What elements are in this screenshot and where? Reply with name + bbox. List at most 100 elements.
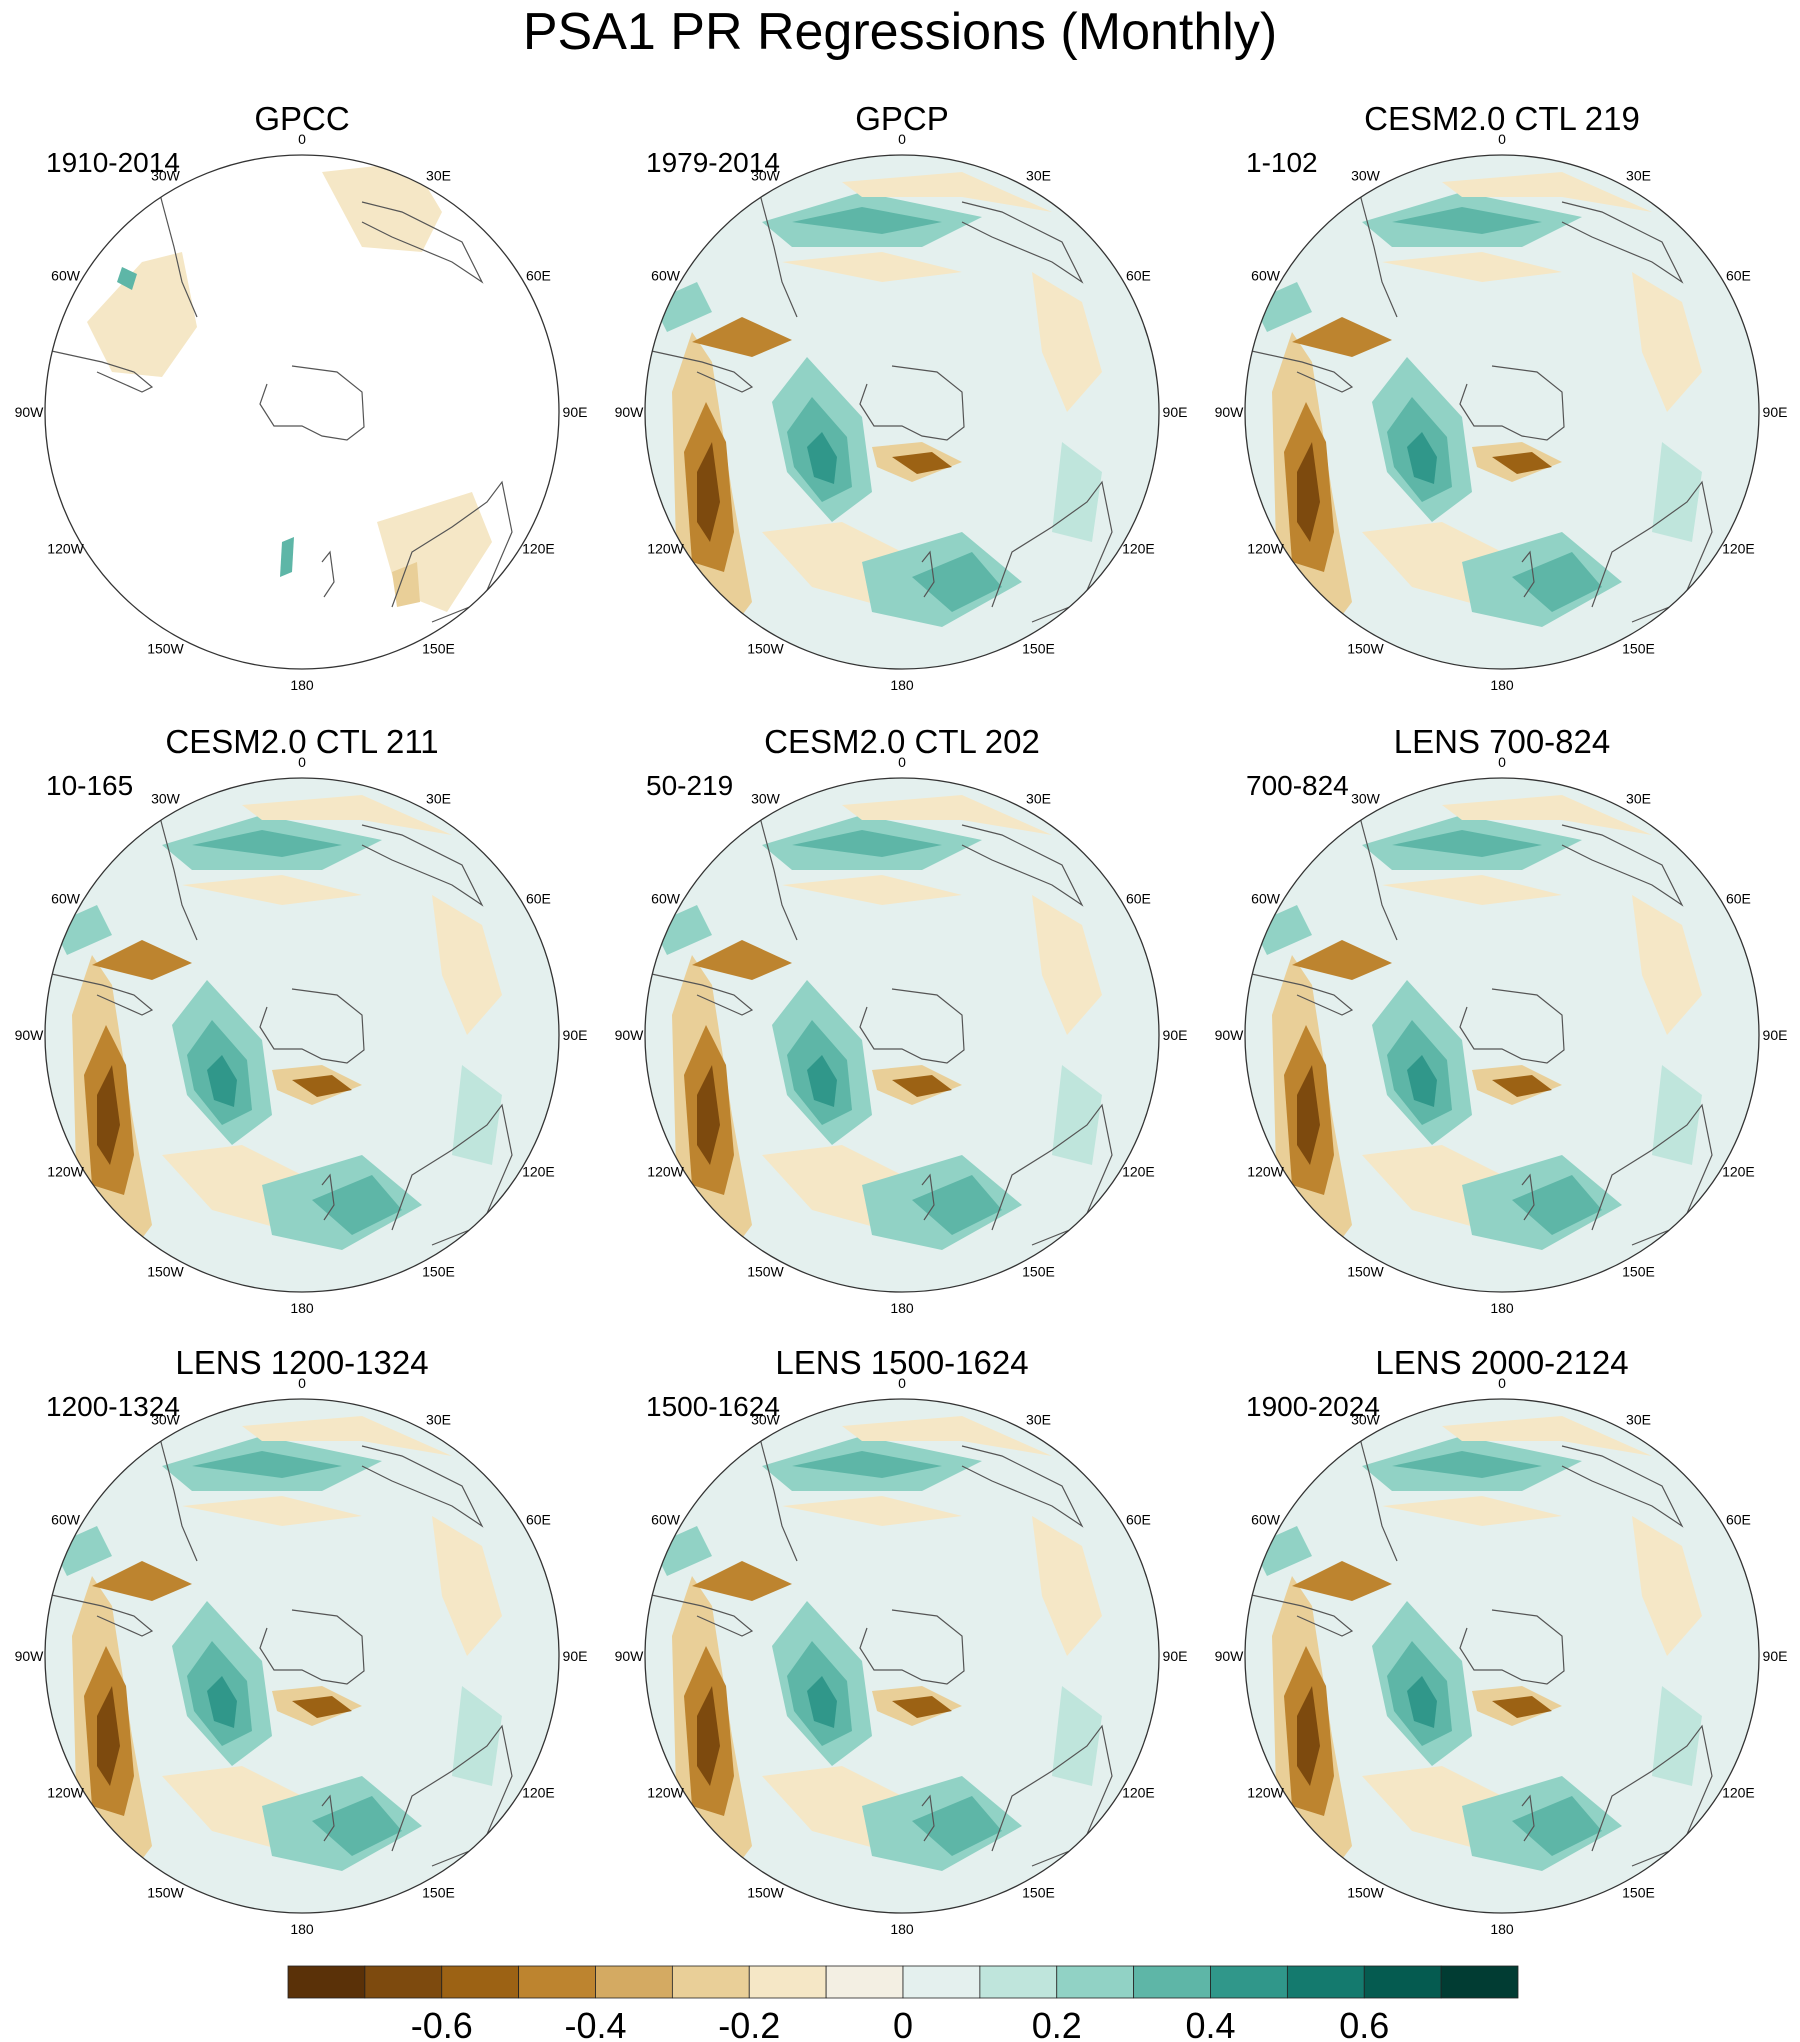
field-contour — [1382, 1496, 1562, 1526]
longitude-label: 120W — [47, 1164, 84, 1180]
colorbar-swatch — [1440, 1965, 1519, 1999]
coastline — [46, 972, 154, 1016]
coastline — [1521, 1173, 1535, 1221]
map-panel: CESM2.0 CTL 219 1-102 0 30E 60E 90E 120E 150E 18… — [1215, 100, 1788, 693]
map-boundary — [1244, 154, 1760, 670]
field-contour — [292, 1075, 352, 1097]
longitude-label: 30E — [1626, 168, 1651, 184]
regression-field — [1245, 155, 1759, 669]
coastline — [859, 1609, 965, 1685]
field-contour — [1442, 795, 1652, 835]
longitude-label: 30W — [751, 168, 781, 184]
coastline — [46, 349, 154, 393]
colorbar-swatch — [441, 1965, 520, 1999]
field-contour — [432, 895, 502, 1035]
field-contour — [912, 552, 1002, 612]
longitude-label: 90W — [15, 1027, 45, 1043]
longitude-label: 30E — [1026, 1412, 1051, 1428]
figure-title: PSA1 PR Regressions (Monthly) — [522, 3, 1278, 61]
field-contour — [1652, 1065, 1702, 1165]
longitude-label: 120E — [1722, 541, 1755, 557]
field-contour — [807, 1676, 837, 1728]
longitude-label: 150E — [422, 1884, 455, 1900]
colorbar: -0.6 -0.4 -0.2 0 0.2 0.4 0.6 — [287, 1965, 1519, 2042]
field-contour — [912, 1175, 1002, 1235]
field-contour — [1512, 1175, 1602, 1235]
regression-field — [45, 778, 559, 1292]
field-contour — [1032, 272, 1102, 412]
colorbar-tick-label: -0.4 — [564, 2005, 626, 2042]
field-contour — [842, 795, 1052, 835]
longitude-label: 150W — [147, 640, 184, 656]
colorbar-tick-label: -0.6 — [411, 2005, 473, 2042]
field-contour — [692, 940, 792, 980]
field-contour — [312, 1796, 402, 1856]
field-contour — [1032, 1516, 1102, 1656]
coastline — [321, 550, 335, 598]
field-contour — [87, 252, 197, 377]
coastline — [1561, 1445, 1684, 1528]
colorbar-swatch — [1286, 1965, 1365, 1999]
field-contour — [912, 1796, 1002, 1856]
longitude-label: 60W — [1251, 1512, 1281, 1528]
colorbar-swatch — [979, 1965, 1058, 1999]
coastline — [921, 1173, 935, 1221]
coastline — [361, 201, 484, 284]
longitude-label: 60E — [1726, 268, 1751, 284]
map-boundary — [644, 777, 1160, 1293]
longitude-label: 150E — [422, 640, 455, 656]
colorbar-swatch — [1056, 1965, 1135, 1999]
coastline — [646, 1593, 754, 1637]
longitude-label: 0 — [1498, 1375, 1506, 1391]
field-contour — [1652, 1686, 1702, 1786]
colorbar-tick-label: 0.2 — [1032, 2005, 1082, 2042]
colorbar-swatch — [1133, 1965, 1211, 1999]
field-contour — [1382, 252, 1562, 282]
longitude-label: 90W — [615, 1027, 645, 1043]
coastline — [1459, 1609, 1565, 1685]
colorbar-swatch — [902, 1965, 981, 1999]
longitude-label: 90E — [563, 404, 588, 420]
panel-period: 50-219 — [646, 770, 733, 801]
field-contour — [280, 537, 294, 577]
longitude-label: 60E — [526, 1512, 551, 1528]
panel-title: LENS 1500-1624 — [775, 1344, 1028, 1381]
coastline — [1459, 365, 1565, 441]
map-panel: LENS 1200-1324 1200-1324 0 30E 60E 90E 120E 150… — [15, 1344, 588, 1937]
longitude-label: 180 — [1490, 1300, 1514, 1316]
longitude-label: 180 — [890, 1921, 914, 1937]
field-contour — [207, 1676, 237, 1728]
field-contour — [652, 282, 712, 332]
longitude-label: 180 — [290, 1300, 314, 1316]
longitude-label: 120W — [1247, 1785, 1284, 1801]
longitude-label: 30W — [151, 168, 181, 184]
regression-field — [1245, 1399, 1759, 1913]
longitude-label: 120W — [1247, 541, 1284, 557]
longitude-label: 120E — [1122, 1785, 1155, 1801]
longitude-label: 180 — [1490, 1921, 1514, 1937]
longitude-label: 90W — [1215, 1027, 1245, 1043]
panel-title: LENS 2000-2124 — [1375, 1344, 1628, 1381]
longitude-label: 0 — [1498, 131, 1506, 147]
longitude-label: 180 — [1490, 677, 1514, 693]
regression-field — [1245, 778, 1759, 1292]
field-contour — [792, 830, 942, 857]
longitude-label: 180 — [290, 1921, 314, 1937]
longitude-label: 90W — [615, 1648, 645, 1664]
longitude-label: 60W — [1251, 891, 1281, 907]
longitude-label: 0 — [898, 1375, 906, 1391]
field-contour — [1292, 940, 1392, 980]
panel-title: GPCC — [254, 100, 349, 137]
longitude-label: 0 — [298, 131, 306, 147]
field-contour — [1632, 272, 1702, 412]
longitude-label: 150E — [1022, 1884, 1055, 1900]
map-panel: LENS 700-824 700-824 0 30E 60E 90E 120E 150E 180… — [1215, 723, 1788, 1316]
field-contour — [692, 1561, 792, 1601]
longitude-label: 30E — [426, 791, 451, 807]
longitude-label: 90W — [1215, 404, 1245, 420]
coastline — [361, 1445, 484, 1528]
longitude-label: 60E — [526, 891, 551, 907]
longitude-label: 30W — [751, 1412, 781, 1428]
coastline — [1459, 988, 1565, 1064]
regression-field — [645, 1399, 1159, 1913]
